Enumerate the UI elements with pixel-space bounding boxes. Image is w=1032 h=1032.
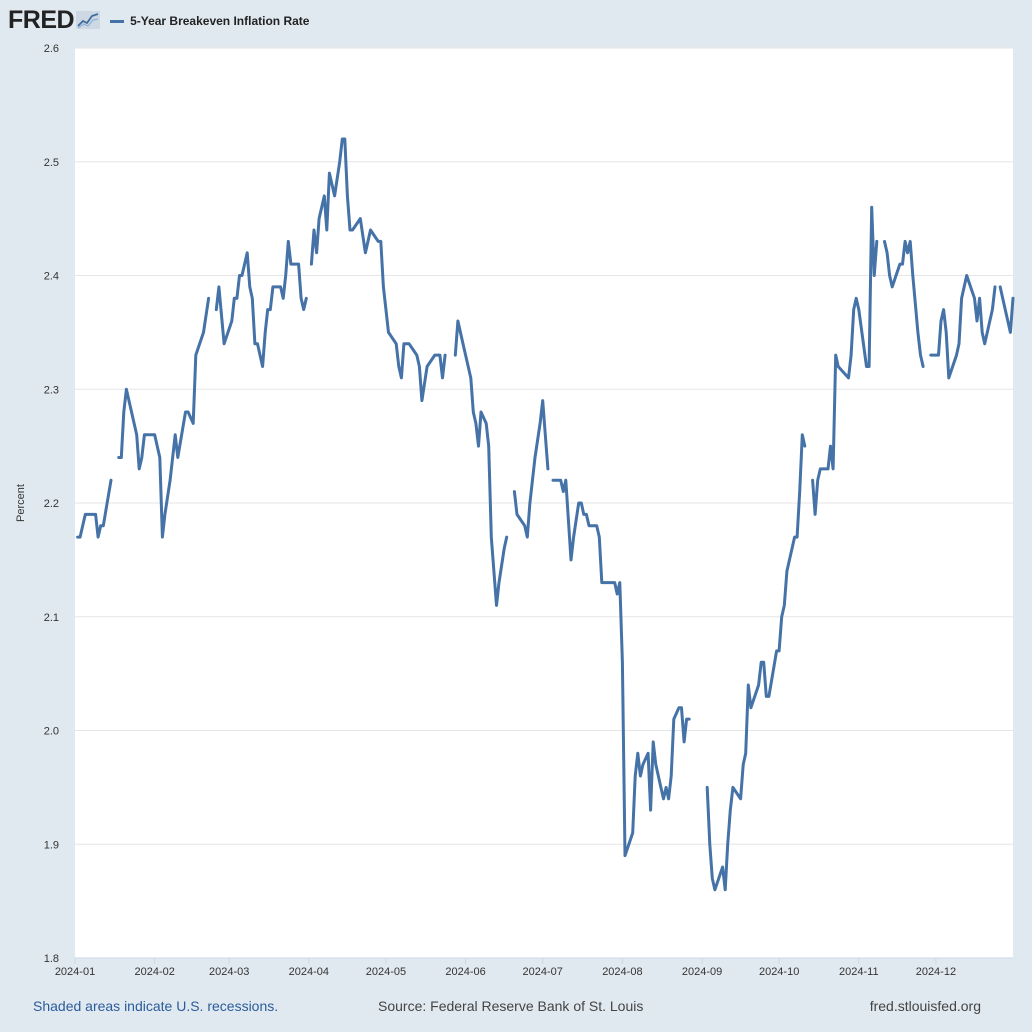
y-tick-label: 1.9 — [44, 839, 59, 851]
legend[interactable]: 5-Year Breakeven Inflation Rate — [110, 14, 309, 28]
y-tick-label: 2.1 — [44, 612, 59, 624]
recessions-note-link[interactable]: Shaded areas indicate U.S. recessions. — [33, 998, 279, 1014]
series-group — [76, 137, 1015, 892]
x-tick-label: 2024-04 — [289, 966, 329, 978]
y-tick-label: 2.4 — [44, 271, 59, 283]
x-tick-label: 2024-07 — [523, 966, 563, 978]
fred-logo[interactable]: FRED — [8, 5, 101, 35]
x-tick-label: 2024-03 — [209, 966, 249, 978]
chart-header: FRED 5-Year Breakeven Inflation Rate — [8, 4, 309, 36]
x-axis: 2024-01 2024-02 2024-03 2024-04 2024-05 2024-… — [55, 957, 1013, 978]
x-tick-label: 2024-05 — [366, 966, 406, 978]
y-axis: 1.8 1.9 2.0 2.1 2.2 2.3 2.4 2.5 2.6 — [44, 43, 59, 965]
y-axis-title: Percent — [15, 484, 27, 522]
fred-wordmark: FRED — [8, 5, 75, 34]
y-tick-label: 2.2 — [44, 498, 59, 510]
x-tick-label: 2024-09 — [682, 966, 722, 978]
x-tick-label: 2024-01 — [55, 966, 95, 978]
y-tick-label: 2.0 — [44, 726, 59, 738]
legend-label: 5-Year Breakeven Inflation Rate — [130, 14, 310, 28]
y-tick-label: 2.5 — [44, 157, 59, 169]
y-tick-label: 2.6 — [44, 43, 59, 55]
x-tick-label: 2024-10 — [759, 966, 799, 978]
y-tick-label: 2.3 — [44, 384, 59, 396]
x-tick-label: 2024-06 — [445, 966, 485, 978]
series-line[interactable] — [76, 137, 1015, 892]
x-tick-label: 2024-08 — [602, 966, 642, 978]
x-tick-label: 2024-12 — [916, 966, 956, 978]
y-tick-label: 1.8 — [44, 953, 59, 965]
website-link[interactable]: fred.stlouisfed.org — [869, 998, 981, 1014]
legend-swatch — [110, 19, 125, 23]
x-tick-label: 2024-02 — [134, 966, 174, 978]
chart-line-icon — [76, 11, 101, 29]
source-text: Source: Federal Reserve Bank of St. Loui… — [378, 998, 644, 1014]
x-tick-label: 2024-11 — [839, 966, 879, 978]
